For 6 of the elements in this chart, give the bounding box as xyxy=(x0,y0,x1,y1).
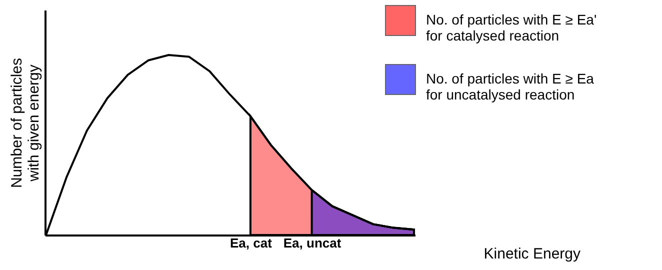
x-tick-label: Ea, uncat xyxy=(283,236,342,250)
y-axis-title: Number of particles with given energy xyxy=(8,58,42,188)
legend-label: No. of particles with E ≥ Ea for uncatalysed reaction xyxy=(426,70,594,102)
legend-label: No. of particles with E ≥ Ea' for catalysed reaction xyxy=(426,12,597,44)
x-tick-label: Ea, cat xyxy=(230,236,273,250)
x-axis-title: Kinetic Energy xyxy=(484,246,581,262)
